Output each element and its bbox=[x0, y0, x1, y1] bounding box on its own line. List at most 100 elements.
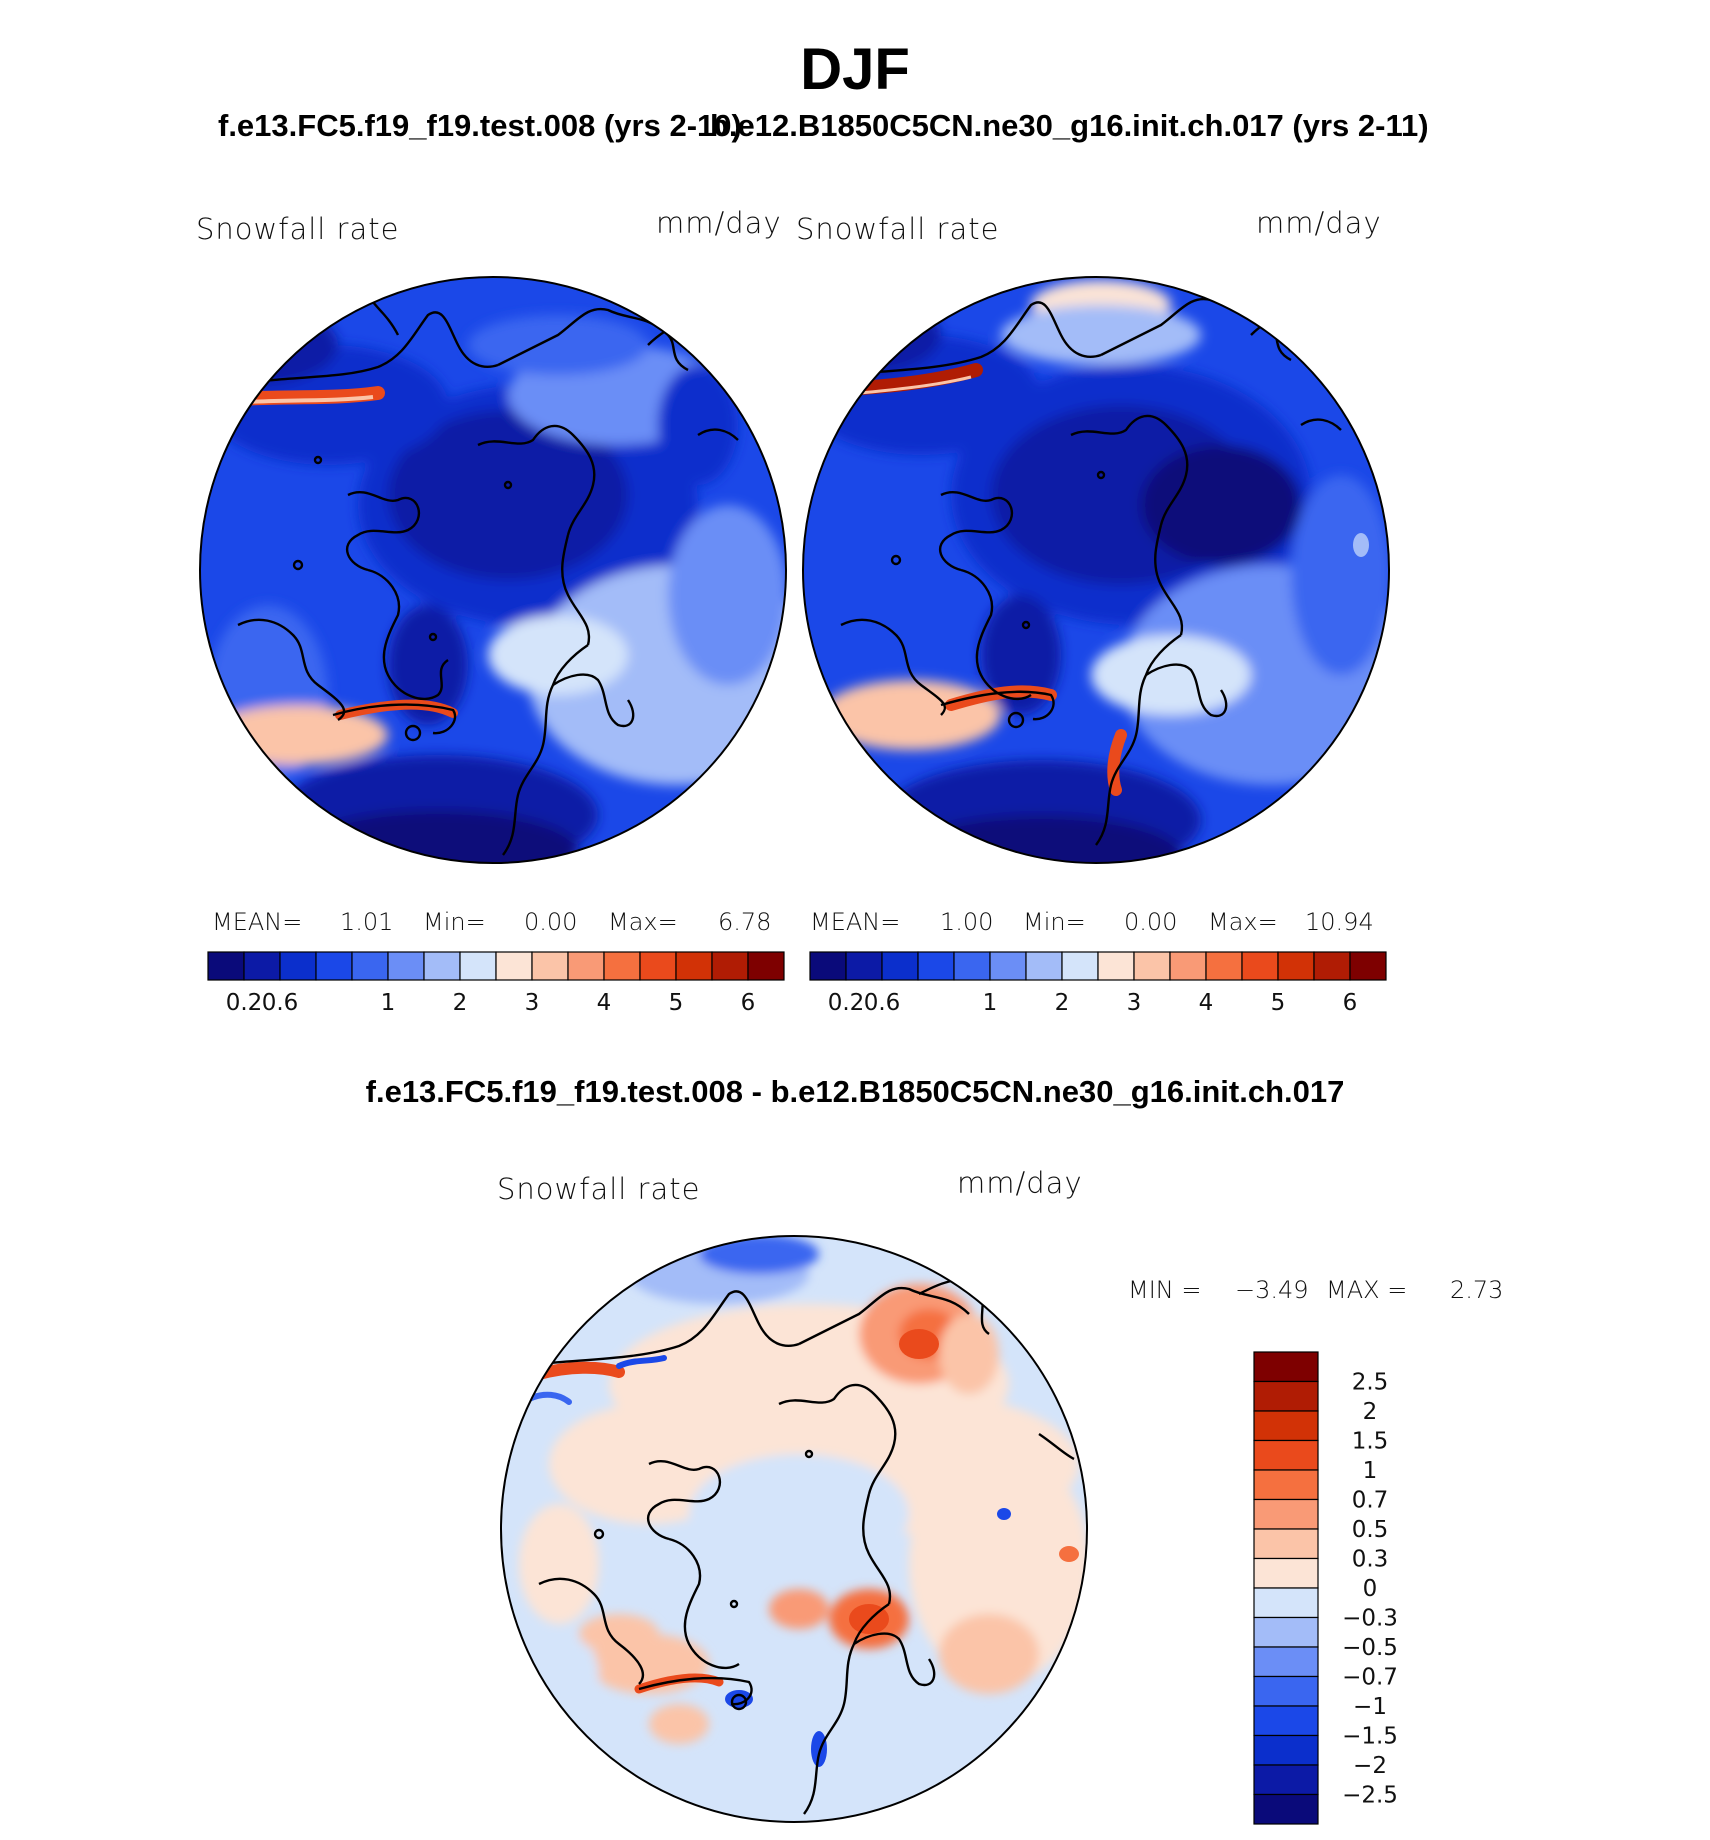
difference-title: f.e13.FC5.f19_f19.test.008 - b.e12.B1850… bbox=[365, 1074, 1345, 1109]
colorbar-a-tick-label: 4 bbox=[597, 990, 612, 1016]
panel-a-min-label: Min= bbox=[423, 908, 486, 936]
colorbar-diff-tick-label: −2.5 bbox=[1342, 1783, 1398, 1809]
colorbar-diff-swatch bbox=[1253, 1528, 1319, 1560]
colorbar-diff-tick-label: −1.5 bbox=[1342, 1724, 1398, 1750]
colorbar-a-swatch bbox=[711, 951, 749, 981]
colorbar-a-swatch bbox=[351, 951, 389, 981]
diff-max-value: 2.73 bbox=[1450, 1276, 1504, 1304]
diff-min-value: −3.49 bbox=[1235, 1276, 1309, 1304]
panel-a-mean-value: 1.01 bbox=[340, 908, 394, 936]
colorbar-diff-tick-label: 1.5 bbox=[1352, 1429, 1389, 1455]
colorbar-a-swatch bbox=[603, 951, 641, 981]
colorbar-a-swatch bbox=[639, 951, 677, 981]
case-a-title: f.e13.FC5.f19_f19.test.008 (yrs 2-10) bbox=[218, 108, 742, 143]
colorbar-diff-swatch bbox=[1253, 1557, 1319, 1589]
colorbar-b-tick-label: 4 bbox=[1199, 990, 1214, 1016]
colorbar-a-tick-label: 6 bbox=[741, 990, 756, 1016]
colorbar-a-swatch bbox=[567, 951, 605, 981]
panel-a-units: mm/day bbox=[656, 206, 782, 240]
colorbar-a-tick-label: 0.6 bbox=[262, 990, 299, 1016]
panel-b-variable: Snowfall rate bbox=[796, 212, 1000, 246]
colorbar-diff-swatch bbox=[1253, 1498, 1319, 1530]
colorbar-diff-tick-label: 0.3 bbox=[1352, 1547, 1389, 1573]
colorbar-a-swatch bbox=[675, 951, 713, 981]
colorbar-b-swatch bbox=[989, 951, 1027, 981]
colorbar-diff-swatch bbox=[1253, 1764, 1319, 1796]
colorbar-difference: 2.5 2 1.5 1 0.7 0.5 0.3 0 −0.3 −0.5 −0.7 −1 −1.5 −2 −2… bbox=[1253, 1351, 1398, 1825]
colorbar-b-swatch bbox=[1241, 951, 1279, 981]
colorbar-a-swatch bbox=[279, 951, 317, 981]
panel-a-min-value: 0.00 bbox=[524, 908, 578, 936]
colorbar-b-swatch bbox=[1313, 951, 1351, 981]
colorbar-a-swatch bbox=[207, 951, 245, 981]
panel-b-max-value: 10.94 bbox=[1305, 908, 1374, 936]
map-panel-b bbox=[802, 276, 1390, 864]
panel-b-max-label: Max= bbox=[1208, 908, 1278, 936]
panel-b-min-value: 0.00 bbox=[1124, 908, 1178, 936]
colorbar-b-swatch bbox=[953, 951, 991, 981]
colorbar-b-swatch bbox=[1025, 951, 1063, 981]
colorbar-diff-swatch bbox=[1253, 1675, 1319, 1707]
panel-a-mean-label: MEAN= bbox=[212, 908, 303, 936]
colorbar-diff-tick-label: 1 bbox=[1363, 1458, 1378, 1484]
colorbar-diff-tick-label: 2.5 bbox=[1352, 1370, 1389, 1396]
colorbar-b-swatch bbox=[1061, 951, 1099, 981]
colorbar-a-tick-label: 5 bbox=[669, 990, 684, 1016]
panel-a-max-label: Max= bbox=[608, 908, 678, 936]
colorbar-b-swatch bbox=[1169, 951, 1207, 981]
colorbar-a-swatch bbox=[243, 951, 281, 981]
colorbar-diff-tick-label: 2 bbox=[1363, 1399, 1378, 1425]
colorbar-diff-tick-label: −0.7 bbox=[1342, 1665, 1398, 1691]
colorbar-panel-a: 0.2 0.6 1 2 3 4 5 6 bbox=[207, 951, 785, 1016]
diff-max-label: MAX = bbox=[1326, 1276, 1408, 1304]
colorbar-diff-swatch bbox=[1253, 1410, 1319, 1442]
colorbar-diff-swatch bbox=[1253, 1587, 1319, 1619]
colorbar-b-swatch bbox=[881, 951, 919, 981]
colorbar-diff-swatch bbox=[1253, 1616, 1319, 1648]
colorbar-diff-tick-label: 0.7 bbox=[1352, 1488, 1389, 1514]
colorbar-b-swatch bbox=[1133, 951, 1171, 981]
colorbar-b-tick-label: 1 bbox=[983, 990, 998, 1016]
colorbar-diff-swatch bbox=[1253, 1469, 1319, 1501]
colorbar-diff-tick-label: −2 bbox=[1353, 1753, 1387, 1779]
colorbar-b-tick-label: 5 bbox=[1271, 990, 1286, 1016]
colorbar-a-swatch bbox=[459, 951, 497, 981]
colorbar-b-tick-label: 3 bbox=[1127, 990, 1142, 1016]
colorbar-b-swatch bbox=[1349, 951, 1387, 981]
colorbar-diff-tick-label: −0.5 bbox=[1342, 1635, 1398, 1661]
colorbar-diff-swatch bbox=[1253, 1439, 1319, 1471]
colorbar-diff-swatch bbox=[1253, 1705, 1319, 1737]
colorbar-a-swatch bbox=[387, 951, 425, 981]
colorbar-diff-swatch bbox=[1253, 1380, 1319, 1412]
colorbar-diff-swatch bbox=[1253, 1351, 1319, 1383]
colorbar-b-tick-label: 0.6 bbox=[864, 990, 901, 1016]
colorbar-a-tick-label: 0.2 bbox=[226, 990, 263, 1016]
colorbar-b-tick-label: 6 bbox=[1343, 990, 1358, 1016]
colorbar-a-tick-label: 3 bbox=[525, 990, 540, 1016]
colorbar-diff-tick-label: −1 bbox=[1353, 1694, 1387, 1720]
colorbar-b-swatch bbox=[1277, 951, 1315, 981]
colorbar-a-swatch bbox=[423, 951, 461, 981]
panel-b-mean-value: 1.00 bbox=[940, 908, 994, 936]
diff-units: mm/day bbox=[957, 1166, 1083, 1200]
panel-a-max-value: 6.78 bbox=[718, 908, 772, 936]
colorbar-diff-tick-label: 0 bbox=[1363, 1576, 1378, 1602]
colorbar-b-swatch bbox=[1205, 951, 1243, 981]
diff-variable: Snowfall rate bbox=[497, 1172, 701, 1206]
colorbar-diff-swatch bbox=[1253, 1646, 1319, 1678]
case-b-title: b.e12.B1850C5CN.ne30_g16.init.ch.017 (yr… bbox=[710, 108, 1429, 143]
colorbar-b-swatch bbox=[809, 951, 847, 981]
colorbar-a-swatch bbox=[495, 951, 533, 981]
colorbar-b-swatch bbox=[1097, 951, 1135, 981]
colorbar-a-swatch bbox=[531, 951, 569, 981]
colorbar-diff-swatch bbox=[1253, 1734, 1319, 1766]
colorbar-a-swatch bbox=[315, 951, 353, 981]
diff-min-label: MIN = bbox=[1128, 1276, 1202, 1304]
map-panel-a bbox=[199, 276, 787, 864]
colorbar-panel-b: 0.2 0.6 1 2 3 4 5 6 bbox=[809, 951, 1387, 1016]
panel-b-units: mm/day bbox=[1256, 206, 1382, 240]
map-difference bbox=[500, 1235, 1088, 1823]
colorbar-diff-tick-label: −0.3 bbox=[1342, 1606, 1398, 1632]
colorbar-b-tick-label: 0.2 bbox=[828, 990, 865, 1016]
colorbar-diff-tick-label: 0.5 bbox=[1352, 1517, 1389, 1543]
